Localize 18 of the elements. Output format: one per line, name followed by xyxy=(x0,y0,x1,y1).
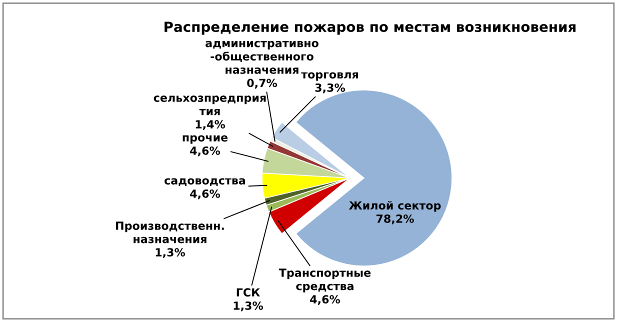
slice-label: торговля xyxy=(301,72,358,81)
data-label: 78,2% xyxy=(376,214,414,224)
chart-title: Распределение пожаров по местам возникновения xyxy=(164,22,576,35)
slice-label: ГСК xyxy=(236,288,260,297)
data-label: 4,6% xyxy=(190,146,220,156)
slice-label: Жилой сектор xyxy=(348,200,441,212)
data-label: 0,7% xyxy=(247,78,278,89)
slice-label: садоводства xyxy=(164,178,246,186)
slice-label: Производственн. назначения xyxy=(116,222,224,244)
data-label: 1,3% xyxy=(156,248,186,258)
data-label: 3,3% xyxy=(315,83,346,94)
slice-label: сельхозпредприя тия xyxy=(154,96,266,116)
data-label: 1,4% xyxy=(196,120,226,130)
slice-label: прочие xyxy=(182,135,228,144)
data-label: 4,6% xyxy=(190,189,220,200)
data-label: 1,3% xyxy=(234,301,264,312)
data-label: 4,6% xyxy=(310,295,340,305)
slice-label: Транспортные средства xyxy=(278,268,371,292)
